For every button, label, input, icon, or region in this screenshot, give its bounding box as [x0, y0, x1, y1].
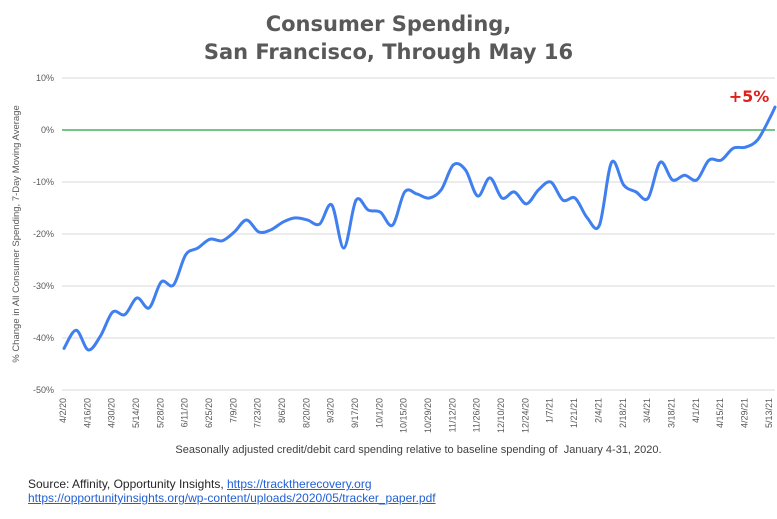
x-tick-label: 7/9/20: [228, 398, 238, 423]
y-tick-label: -50%: [33, 385, 54, 395]
x-tick-label: 4/15/21: [715, 398, 725, 428]
x-tick-label: 11/26/20: [472, 398, 482, 432]
source-link-tracker-paper[interactable]: https://opportunityinsights.org/wp-conte…: [28, 491, 436, 505]
x-tick-label: 4/2/20: [58, 398, 68, 423]
x-tick-label: 12/24/20: [520, 398, 530, 433]
gridlines: [62, 77, 775, 391]
x-tick-label: 4/29/21: [739, 398, 749, 428]
y-axis-ticks: 10% 0% -10% -20% -30% -40% -50%: [33, 73, 54, 395]
x-tick-label: 2/4/21: [593, 398, 603, 423]
series-line-san-francisco: [62, 105, 777, 352]
chart-title: Consumer Spending, San Francisco, Throug…: [0, 10, 777, 66]
chart-title-line-1: Consumer Spending,: [265, 12, 512, 36]
x-tick-label: 6/11/20: [180, 398, 190, 427]
source-link-tracktherecovery[interactable]: https://tracktherecovery.org: [227, 477, 372, 491]
source-note: Source: Affinity, Opportunity Insights, …: [28, 477, 436, 505]
y-tick-label: 10%: [36, 73, 54, 83]
x-tick-label: 1/7/21: [545, 398, 555, 423]
x-tick-label: 4/16/20: [82, 398, 92, 428]
end-value-annotation: +5%: [729, 87, 770, 106]
x-tick-label: 5/13/21: [764, 398, 774, 428]
y-tick-label: -30%: [33, 281, 54, 291]
x-tick-label: 4/30/20: [107, 398, 117, 428]
y-tick-label: 0%: [41, 125, 54, 135]
x-tick-label: 3/4/21: [642, 398, 652, 423]
x-tick-label: 1/21/21: [569, 398, 579, 428]
x-tick-label: 10/15/20: [399, 398, 409, 433]
x-tick-label: 11/12/20: [447, 398, 457, 432]
x-tick-label: 12/10/20: [496, 398, 506, 433]
x-tick-label: 6/25/20: [204, 398, 214, 428]
x-tick-label: 8/20/20: [301, 398, 311, 428]
y-tick-label: -20%: [33, 229, 54, 239]
x-tick-label: 5/14/20: [131, 398, 141, 428]
series-points: [64, 107, 775, 350]
y-tick-label: -10%: [33, 177, 54, 187]
source-prefix: Source: Affinity, Opportunity Insights,: [28, 477, 227, 491]
x-tick-label: 10/29/20: [423, 398, 433, 433]
x-tick-label: 9/17/20: [350, 398, 360, 428]
x-tick-label: 8/6/20: [277, 398, 287, 423]
x-axis-ticks: 4/2/20 4/16/20 4/30/20 5/14/20 5/28/20 6/11/2…: [58, 398, 774, 433]
x-tick-label: 5/28/20: [155, 398, 165, 428]
x-axis-label: Seasonally adjusted credit/debit card sp…: [175, 444, 662, 456]
x-tick-label: 2/18/21: [618, 398, 628, 428]
y-axis-label: % Change in All Consumer Spending, 7-Day…: [11, 105, 22, 363]
x-tick-label: 7/23/20: [253, 398, 263, 428]
y-tick-label: -40%: [33, 333, 54, 343]
x-tick-label: 4/1/21: [691, 398, 701, 423]
x-tick-label: 3/18/21: [666, 398, 676, 428]
x-tick-label: 10/1/20: [374, 398, 384, 428]
chart-title-line-2: San Francisco, Through May 16: [203, 40, 574, 64]
x-tick-label: 9/3/20: [326, 398, 336, 423]
